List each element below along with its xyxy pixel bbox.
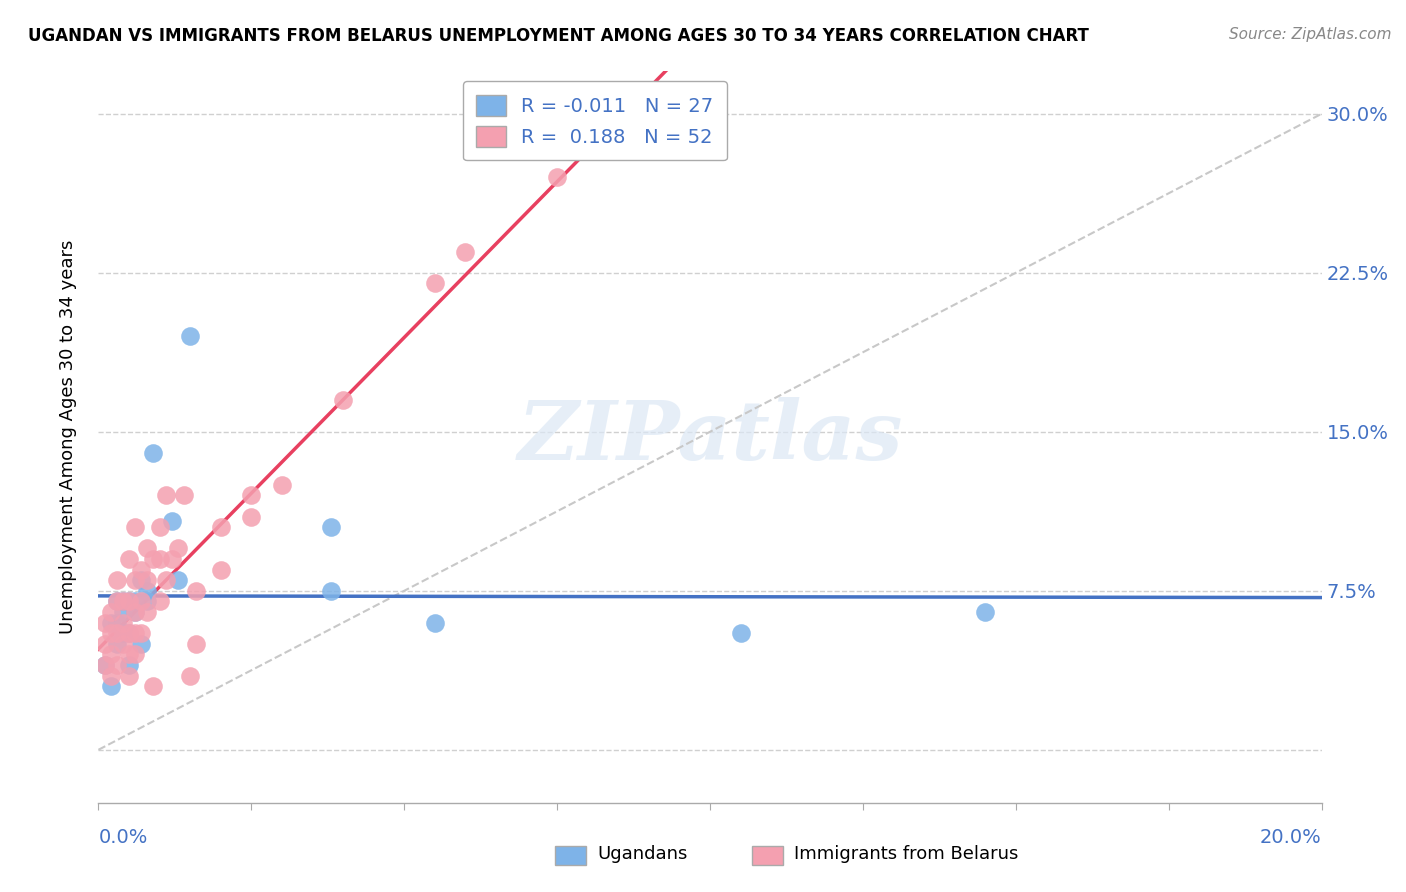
Point [93, 615, 115, 630]
Text: Source: ZipAtlas.com: Source: ZipAtlas.com [1229, 27, 1392, 42]
Point [129, 594, 152, 608]
Point [129, 563, 152, 577]
Point [167, 541, 190, 556]
Point [118, 668, 141, 682]
Point [124, 648, 146, 662]
Point [240, 488, 263, 502]
Point [136, 573, 159, 587]
Point [546, 170, 568, 185]
Point [149, 520, 172, 534]
Point [111, 594, 134, 608]
Point [423, 277, 446, 291]
Point [186, 637, 208, 651]
Point [105, 594, 128, 608]
Point [319, 520, 342, 534]
Point [105, 594, 128, 608]
Point [179, 668, 201, 682]
Point [124, 573, 146, 587]
Point [111, 626, 134, 640]
Point [129, 573, 152, 587]
Point [423, 615, 446, 630]
Point [142, 679, 165, 693]
Point [454, 244, 477, 259]
Point [209, 520, 232, 534]
Point [124, 594, 146, 608]
Point [155, 573, 177, 587]
Point [118, 552, 141, 566]
Point [93, 637, 115, 651]
Point [111, 605, 134, 619]
Point [136, 541, 159, 556]
Point [155, 488, 177, 502]
Point [93, 658, 115, 673]
Text: 20.0%: 20.0% [1260, 829, 1322, 847]
Point [124, 520, 146, 534]
Point [129, 637, 152, 651]
Point [100, 626, 122, 640]
Point [124, 605, 146, 619]
Point [142, 552, 165, 566]
Point [100, 648, 122, 662]
Point [118, 648, 141, 662]
Point [118, 626, 141, 640]
Text: Ugandans: Ugandans [598, 845, 688, 863]
Point [270, 477, 292, 491]
Point [240, 509, 263, 524]
Point [974, 605, 997, 619]
Point [100, 605, 122, 619]
Legend: R = -0.011   N = 27, R =  0.188   N = 52: R = -0.011 N = 27, R = 0.188 N = 52 [463, 81, 727, 161]
Point [100, 679, 122, 693]
Point [160, 552, 183, 566]
Point [105, 615, 128, 630]
Point [93, 658, 115, 673]
Text: Immigrants from Belarus: Immigrants from Belarus [794, 845, 1019, 863]
Point [100, 615, 122, 630]
Point [730, 626, 752, 640]
Point [319, 583, 342, 598]
Point [332, 392, 354, 407]
Point [149, 552, 172, 566]
Point [209, 563, 232, 577]
Text: ZIPatlas: ZIPatlas [517, 397, 903, 477]
Point [179, 329, 201, 343]
Point [149, 594, 172, 608]
Point [142, 446, 165, 460]
Point [124, 605, 146, 619]
Point [118, 594, 141, 608]
Text: 0.0%: 0.0% [98, 829, 148, 847]
Point [111, 615, 134, 630]
Point [136, 594, 159, 608]
Point [100, 668, 122, 682]
Text: UGANDAN VS IMMIGRANTS FROM BELARUS UNEMPLOYMENT AMONG AGES 30 TO 34 YEARS CORREL: UGANDAN VS IMMIGRANTS FROM BELARUS UNEMP… [28, 27, 1090, 45]
Point [105, 626, 128, 640]
Point [136, 605, 159, 619]
Point [118, 626, 141, 640]
Point [167, 573, 190, 587]
Point [129, 626, 152, 640]
Y-axis label: Unemployment Among Ages 30 to 34 years: Unemployment Among Ages 30 to 34 years [59, 240, 77, 634]
Point [186, 583, 208, 598]
Point [105, 637, 128, 651]
Point [111, 594, 134, 608]
Point [124, 626, 146, 640]
Point [173, 488, 195, 502]
Point [136, 583, 159, 598]
Point [118, 594, 141, 608]
Point [111, 637, 134, 651]
Point [105, 573, 128, 587]
Point [160, 514, 183, 528]
Point [118, 658, 141, 673]
Point [105, 658, 128, 673]
